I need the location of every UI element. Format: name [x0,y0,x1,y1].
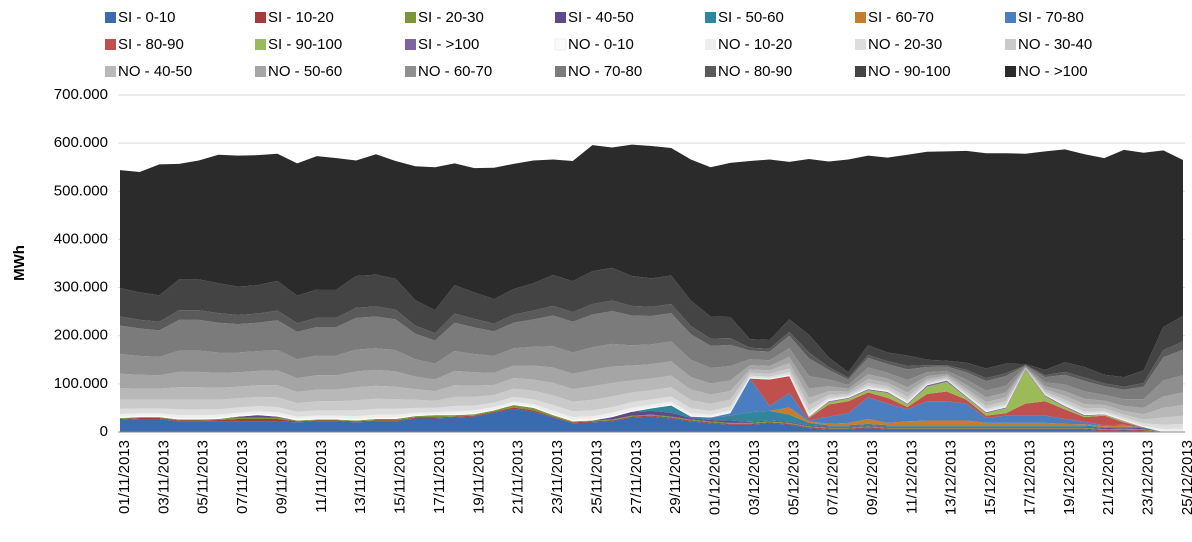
x-tick-label: 05/11/2013 [195,440,212,514]
y-axis-title: MWh [11,245,28,281]
legend-label: NO - 40-50 [118,63,192,80]
area [120,368,1183,425]
x-tick-label: 03/12/2013 [746,440,763,515]
legend-swatch [255,39,266,50]
x-tick-label: 17/11/2013 [431,440,448,514]
x-tick-label: 09/12/2013 [864,440,881,515]
x-tick-label: 13/11/2013 [352,440,369,514]
x-tick-label: 19/11/2013 [470,440,487,514]
legend-swatch [705,66,716,77]
legend-swatch [255,66,266,77]
x-tick-label: 09/11/2013 [273,440,290,514]
x-tick-label: 27/11/2013 [628,440,645,514]
y-tick-label: 600.000 [54,134,108,151]
legend-swatch [1005,66,1016,77]
area [120,311,1183,400]
area [120,363,1183,420]
area [120,368,1183,432]
x-tick-label: 23/11/2013 [549,440,566,514]
legend-label: NO - 10-20 [718,36,792,53]
legend-swatch [1005,12,1016,23]
legend-swatch [105,39,116,50]
y-tick-label: 500.000 [54,182,108,199]
legend-swatch [855,39,866,50]
legend-label: NO - 70-80 [568,63,642,80]
area [120,376,1183,432]
y-tick-label: 0 [100,423,108,440]
legend-swatch [855,12,866,23]
x-tick-label: 17/12/2013 [1021,440,1038,515]
legend-swatch [405,66,416,77]
x-tick-label: 07/12/2013 [825,440,842,515]
legend-label: NO - 20-30 [868,36,942,53]
legend-label: SI - 40-50 [568,9,634,26]
x-tick-label: 19/12/2013 [1061,440,1078,515]
legend-label: SI - 10-20 [268,9,334,26]
x-tick-label: 21/11/2013 [510,440,527,514]
y-tick-label: 700.000 [54,86,108,103]
areas [120,144,1183,432]
legend-swatch [555,66,566,77]
legend-swatch [405,39,416,50]
area [120,300,1183,390]
x-tick-label: 11/12/2013 [903,440,920,514]
x-tick-label: 03/11/2013 [155,440,172,514]
legend-swatch [855,66,866,77]
legend-swatch [555,12,566,23]
area [120,368,1183,432]
x-tick-label: 23/12/2013 [1140,440,1157,515]
legend-label: NO - 60-70 [418,63,492,80]
x-tick-label: 29/11/2013 [667,440,684,514]
y-tick-label: 300.000 [54,279,108,296]
x-tick-label: 01/12/2013 [707,440,724,515]
x-tick-label: 21/12/2013 [1100,440,1117,515]
x-tick-label: 13/12/2013 [943,440,960,515]
legend-label: SI - 60-70 [868,9,934,26]
x-tick-label: 11/11/2013 [313,440,330,513]
legend-label: NO - 30-40 [1018,36,1092,53]
x-tick-label: 07/11/2013 [234,440,251,514]
area [120,408,1183,432]
legend-swatch [105,66,116,77]
legend-swatch [705,39,716,50]
y-tick-label: 400.000 [54,230,108,247]
area [120,267,1183,387]
x-tick-label: 15/11/2013 [392,440,409,514]
area [120,356,1183,415]
legend-swatch [105,12,116,23]
area [120,378,1183,432]
area [120,369,1183,432]
area [120,341,1183,408]
legend-label: SI - >100 [418,36,479,53]
legend-label: SI - 70-80 [1018,9,1084,26]
legend-swatch [705,12,716,23]
x-tick-label: 15/12/2013 [982,440,999,515]
legend-swatch [1005,39,1016,50]
y-tick-label: 100.000 [54,375,108,392]
legend-label: NO - 50-60 [268,63,342,80]
legend-label: NO - 90-100 [868,63,951,80]
x-tick-label: 01/11/2013 [116,440,133,514]
x-tick-label: 25/12/2013 [1179,440,1192,515]
legend-swatch [554,38,567,51]
legend-label: NO - >100 [1018,63,1088,80]
legend-label: NO - 0-10 [568,36,634,53]
x-tick-label: 05/12/2013 [785,440,802,515]
area [120,407,1183,432]
area [120,405,1183,432]
legend-swatch [405,12,416,23]
legend-label: SI - 50-60 [718,9,784,26]
area [120,144,1183,378]
y-tick-label: 200.000 [54,327,108,344]
area [120,368,1183,430]
legend-label: SI - 0-10 [118,9,176,26]
legend-swatch [255,12,266,23]
legend-label: SI - 20-30 [418,9,484,26]
legend-label: SI - 90-100 [268,36,342,53]
legend-label: NO - 80-90 [718,63,792,80]
x-tick-label: 25/11/2013 [588,440,605,514]
legend-label: SI - 80-90 [118,36,184,53]
